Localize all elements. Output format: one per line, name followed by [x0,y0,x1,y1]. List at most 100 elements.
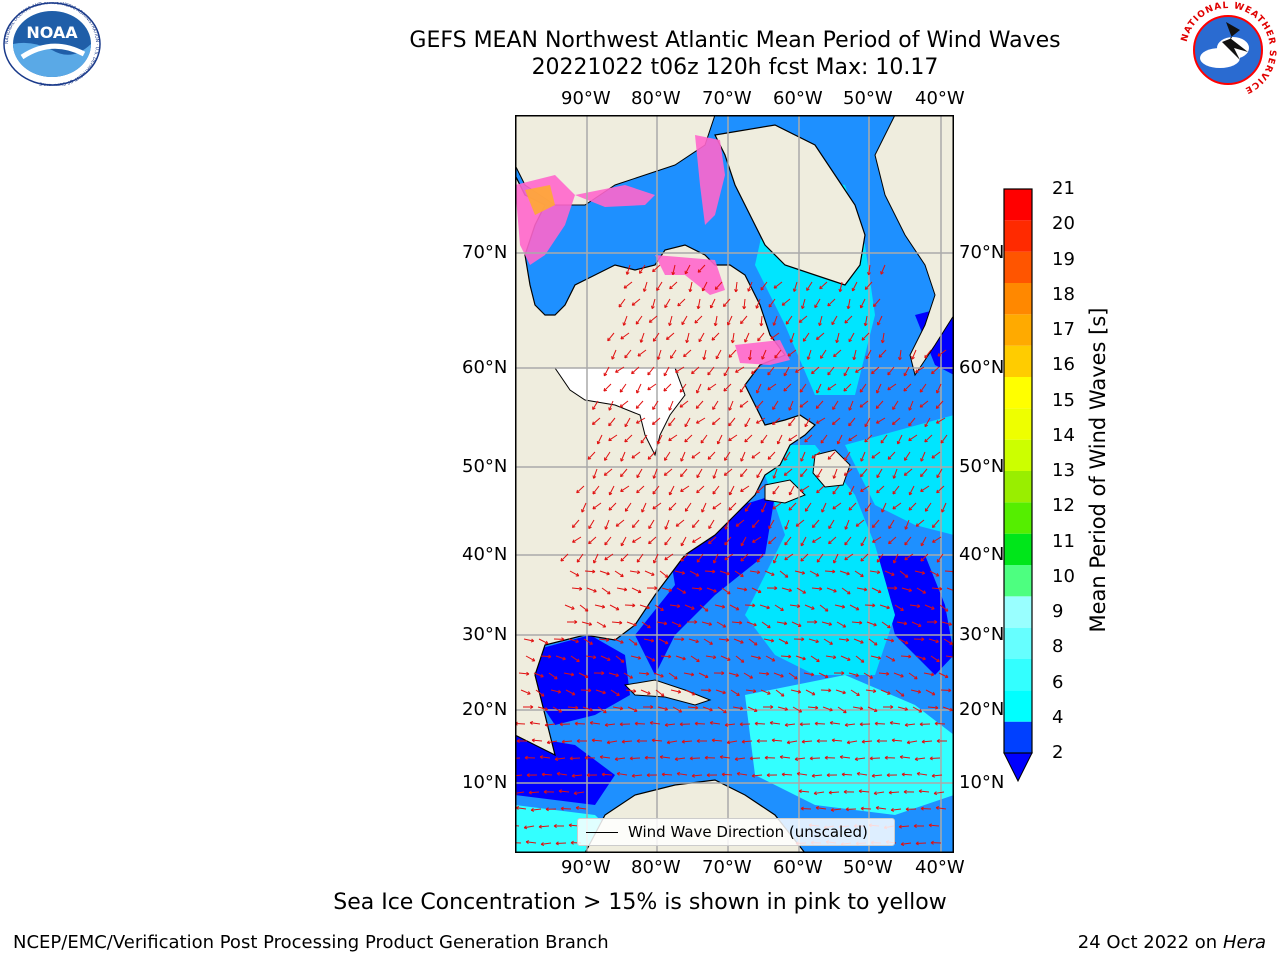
wave-direction-arrow [757,332,765,342]
wave-direction-arrow [784,519,790,530]
wave-direction-arrowhead [648,525,652,530]
wave-direction-arrowhead [948,688,952,693]
map-legend: Wind Wave Direction (unscaled) [577,818,895,846]
wave-direction-arrowhead [540,673,544,678]
wave-direction-arrowhead [900,607,904,611]
wave-direction-arrowhead [647,691,651,695]
wave-direction-arrow [780,756,791,759]
wave-direction-arrowhead [620,558,624,562]
wave-direction-arrowhead [756,570,761,575]
wave-direction-arrowhead [858,789,862,794]
wave-direction-arrow [804,417,811,427]
wave-direction-arrowhead [679,404,684,408]
wave-direction-arrowhead [861,739,865,744]
wave-direction-arrowhead [816,489,820,494]
wave-direction-arrow [852,281,858,292]
wave-direction-arrowhead [881,509,885,513]
wave-direction-arrow [828,791,840,794]
wave-direction-arrow [920,468,928,477]
wave-direction-arrowhead [875,405,880,409]
wave-direction-arrow [659,570,669,578]
wave-direction-arrow [871,366,880,375]
wave-direction-arrowhead [569,756,573,761]
wave-direction-arrowhead [647,371,651,376]
wave-direction-arrowhead [559,722,563,727]
wave-direction-arrow [789,604,800,607]
wave-direction-arrowhead [646,773,650,778]
wave-direction-arrow [707,366,715,376]
wave-direction-arrowhead [650,705,654,709]
wave-direction-arrowhead [669,285,673,290]
wave-direction-arrow [920,451,926,462]
wave-direction-arrowhead [728,491,733,496]
wave-direction-arrow [760,689,771,695]
wave-direction-arrowhead [604,722,609,727]
wave-direction-arrow [703,638,713,645]
wave-direction-arrow [679,400,689,408]
wave-direction-arrow [816,417,826,424]
wave-direction-arrowhead [606,740,611,745]
wave-direction-arrowhead [901,772,905,777]
wave-direction-arrowhead [904,541,908,546]
wave-direction-arrowhead [844,320,848,324]
wave-direction-arrow [674,570,685,574]
wave-direction-arrow [724,536,732,546]
wave-direction-arrowhead [622,322,627,326]
wave-direction-arrow [579,604,589,612]
wave-direction-arrowhead [724,541,728,546]
wave-direction-arrow [908,417,916,427]
wave-direction-arrowhead [573,791,578,796]
wave-direction-arrowhead [820,440,825,444]
wave-direction-arrowhead [668,407,672,411]
wave-direction-arrow [681,740,693,743]
wave-direction-arrow [745,689,756,692]
wave-direction-arrow [756,417,766,424]
wave-direction-arrow [607,332,615,342]
wave-direction-arrowhead [747,288,751,292]
wave-direction-arrowhead [724,556,728,561]
colorbar-block [1004,565,1032,597]
wave-direction-arrowhead [663,472,668,476]
wave-direction-arrowhead [767,371,771,376]
wave-direction-arrowhead [930,840,934,845]
wave-direction-arrowhead [652,406,656,410]
wave-direction-arrowhead [804,423,809,428]
wave-direction-arrow [540,756,551,759]
wave-direction-arrow [672,706,682,713]
wave-direction-arrowhead [684,438,688,443]
wave-direction-arrowhead [575,639,579,644]
wave-direction-arrow [658,638,669,644]
wave-direction-arrowhead [919,404,924,408]
wave-direction-arrowhead [713,588,717,593]
wave-direction-arrowhead [719,755,724,760]
wave-direction-arrow [712,417,721,425]
wind-wave-arrows [515,264,954,847]
wave-direction-arrowhead [811,606,815,610]
wave-direction-arrowhead [819,586,823,591]
wave-direction-arrowhead [631,773,635,778]
wave-direction-arrowhead [864,508,869,512]
wave-direction-arrowhead [827,456,832,460]
wave-direction-arrow [876,807,887,810]
wave-direction-arrowhead [859,389,864,393]
wave-direction-arrowhead [586,773,590,778]
wave-direction-arrow [851,621,863,624]
wave-direction-arrowhead [663,388,667,392]
wave-direction-arrow [669,604,680,607]
lon-label: 70°W [702,857,752,878]
lat-label: 30°N [462,624,508,645]
wave-direction-arrow [557,772,568,776]
wave-direction-arrowhead [936,739,940,743]
wave-direction-arrowhead [936,559,941,563]
wave-direction-arrow [831,808,842,811]
wave-direction-arrowhead [811,370,815,375]
lat-label: 20°N [462,699,508,720]
wave-direction-arrow [728,434,738,442]
wave-direction-arrowhead [601,772,605,777]
wave-direction-arrow [768,519,775,529]
wave-direction-arrowhead [749,756,753,761]
wave-direction-arrowhead [848,338,853,343]
wave-direction-arrow [632,774,643,777]
wave-direction-arrowhead [860,488,864,492]
wave-direction-arrowhead [570,672,575,677]
